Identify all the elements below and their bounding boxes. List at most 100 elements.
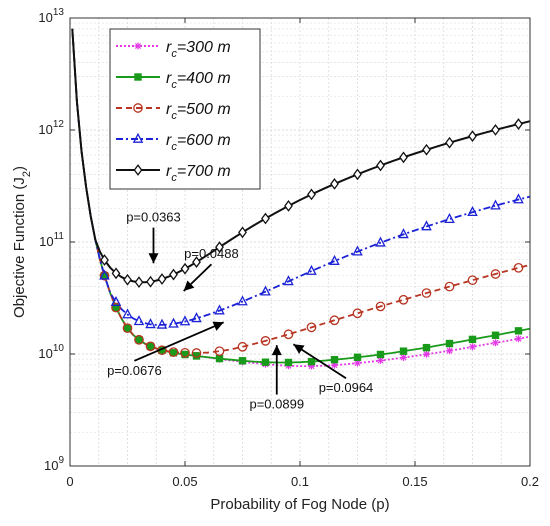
annotation-arrow-head (271, 345, 282, 356)
data-point-star (423, 350, 430, 358)
legend-label-sub: c (171, 110, 177, 122)
data-point-triangle (168, 317, 179, 328)
data-point-triangle (156, 318, 168, 329)
data-point-diamond (353, 168, 362, 181)
star-stroke (492, 339, 499, 346)
data-point-square (134, 73, 142, 81)
data-point-triangle (352, 245, 363, 256)
data-point-square (399, 347, 408, 355)
star-stroke (423, 351, 430, 358)
y-tick-exponent: 13 (53, 7, 65, 18)
x-tick-label: 0.05 (172, 474, 197, 489)
data-point-star (134, 42, 142, 50)
annotation-label: p=0.0899 (249, 397, 304, 412)
y-tick-label: 109 (44, 455, 64, 473)
data-point-triangle (122, 308, 133, 319)
data-point-triangle (133, 315, 145, 326)
data-point-triangle (145, 318, 156, 329)
annotation-arrow-shaft (292, 343, 347, 379)
y-axis-label: Objective Function (J2) (11, 166, 33, 318)
legend-box (109, 28, 261, 190)
star-stroke (377, 357, 384, 364)
legend-label-sub: c (171, 172, 177, 184)
data-point-square (284, 358, 293, 367)
data-point-diamond (123, 273, 132, 286)
data-point-square (261, 358, 270, 366)
data-point-circle (375, 301, 386, 312)
data-point-star (446, 347, 453, 355)
data-point-diamond (133, 164, 143, 176)
data-point-triangle (283, 275, 294, 286)
data-point-triangle (237, 295, 248, 306)
data-point-diamond (111, 267, 121, 280)
star-stroke (469, 343, 476, 350)
data-point-circle (260, 336, 271, 346)
annotation-arrow-head (293, 344, 305, 354)
data-point-square (422, 343, 431, 352)
data-point-diamond (376, 159, 385, 172)
data-point-triangle (214, 304, 225, 315)
x-tick-label: 0.1 (291, 474, 309, 489)
data-point-circle (214, 346, 225, 357)
data-point-diamond (146, 275, 155, 288)
annotation-label: p=0.0363 (126, 210, 181, 225)
data-point-circle (513, 262, 524, 273)
legend-label-main: r (166, 70, 172, 87)
series-line (71, 28, 530, 364)
data-point-circle (352, 308, 363, 319)
data-point-diamond (180, 262, 190, 275)
data-point-diamond (261, 212, 270, 225)
data-point-star (515, 335, 522, 343)
y-tick-label: 1012 (38, 119, 64, 137)
y-tick-exponent: 11 (54, 231, 65, 242)
star-stroke (331, 362, 338, 369)
data-point-diamond (468, 130, 477, 142)
y-tick-base: 10 (39, 234, 53, 249)
legend-label-main: r (166, 101, 172, 118)
y-tick-base: 10 (38, 346, 52, 361)
grid-lines (70, 18, 530, 466)
data-point-triangle (306, 264, 317, 275)
data-point-triangle (513, 193, 524, 204)
data-point-triangle (467, 206, 478, 217)
annotation-label: p=0.0488 (184, 246, 239, 261)
annotation-arrow-head (148, 253, 159, 264)
x-axis-label: Probability of Fog Node (p) (210, 496, 389, 513)
data-point-square (468, 335, 477, 344)
legend-label: rc=400 m (166, 70, 231, 91)
data-point-circle (168, 347, 179, 357)
data-point-square (353, 353, 362, 361)
annotation-arrow-head (212, 321, 224, 331)
data-point-circle (398, 294, 409, 305)
data-point-triangle (375, 236, 386, 247)
data-point-circle (444, 281, 455, 292)
data-point-circle (467, 275, 478, 286)
data-point-square (123, 324, 132, 332)
legend-label-main: r (166, 132, 172, 149)
data-point-triangle (490, 199, 501, 210)
y-tick-label: 1011 (39, 231, 64, 249)
legend-label-rest: =600 m (177, 132, 231, 149)
data-point-triangle (421, 220, 432, 231)
marker-layer (99, 118, 524, 370)
data-point-square (376, 350, 385, 359)
data-point-diamond (134, 276, 144, 289)
data-point-star (492, 339, 499, 347)
data-point-triangle (110, 296, 122, 307)
data-point-diamond (445, 136, 454, 149)
data-point-circle (421, 288, 432, 298)
y-tick-exponent: 10 (53, 343, 65, 354)
data-point-star (469, 343, 476, 351)
annotation-label: p=0.0964 (319, 380, 374, 395)
annotation-label: p=0.0676 (107, 363, 162, 378)
legend-label: rc=300 m (166, 39, 231, 60)
data-point-circle (490, 269, 501, 279)
legend-label-rest: =500 m (177, 101, 231, 118)
data-point-square (181, 350, 189, 359)
data-point-diamond (307, 188, 316, 201)
legend-label-main: r (166, 163, 172, 180)
data-point-diamond (215, 241, 224, 254)
